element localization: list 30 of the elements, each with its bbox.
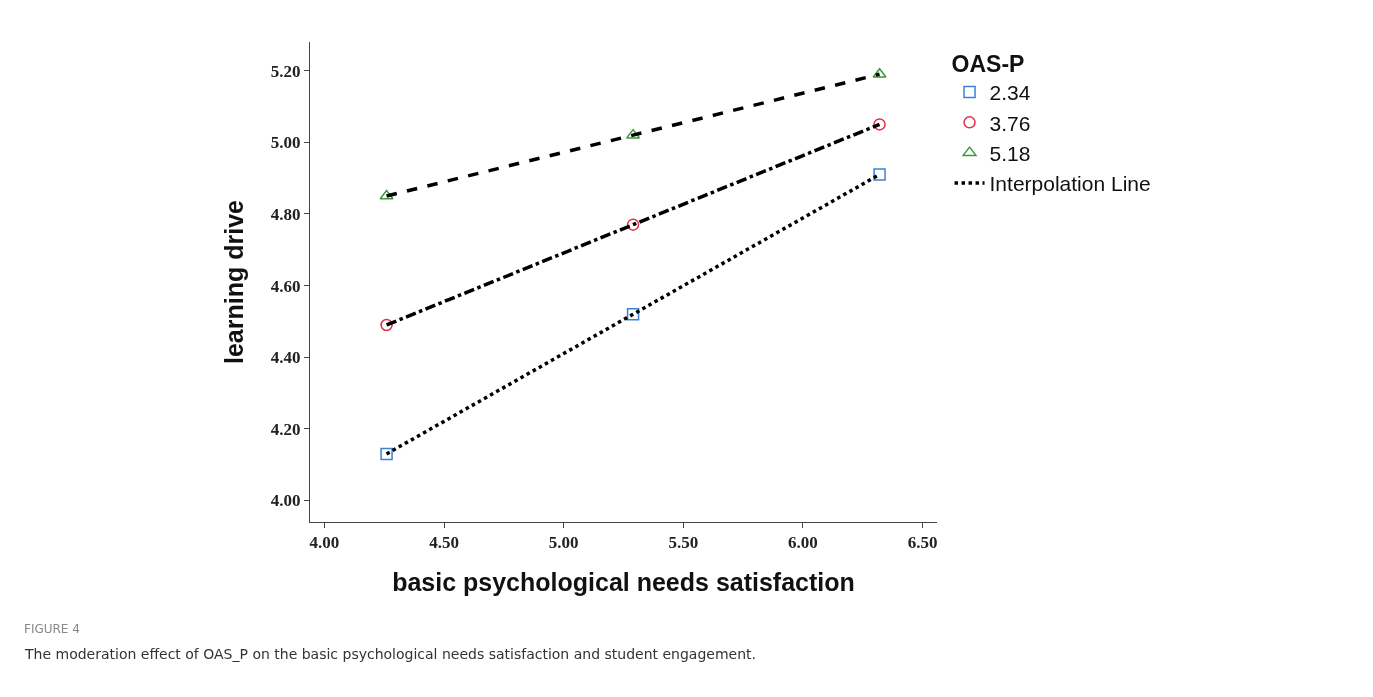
y-tick-label: 4.40 [270,348,301,368]
x-tick-label: 4.00 [309,533,340,553]
point [380,318,393,332]
x-tick-label: 4.50 [429,533,459,553]
point [873,118,886,131]
point [626,307,640,321]
x-tick-label: 6.50 [907,533,938,553]
point [873,168,886,181]
y-tick-label: 4.20 [270,419,301,439]
y-tick-label: 4.60 [270,276,301,296]
caption: FIGURE 4 [24,622,80,636]
y-tick-label: 4.80 [270,204,301,224]
y-tick-label: 5.00 [270,133,301,153]
y-axis-title: learning drive [219,199,248,364]
x-axis-title: basic psychological needs satisfaction [392,568,855,597]
point [872,67,887,78]
x-tick-label: 5.50 [668,533,699,553]
legend-title: OAS-P [951,50,1025,77]
text: The moderation effect of OAS_P on the basic psychological needs satisfaction and student engagement. [24,646,756,662]
legend-label: 3.76 [989,111,1031,135]
legend-label: 2.34 [989,81,1031,105]
x-tick-label: 5.00 [548,533,579,553]
x-tick-label: 6.00 [788,533,818,553]
point [380,447,393,461]
point [379,189,394,200]
legend-label: Interpolation Line [989,172,1151,196]
y-tick-label: 5.20 [270,61,301,81]
legend-label: 5.18 [989,141,1031,165]
y-tick-label: 4.00 [270,491,301,511]
point [626,218,640,231]
